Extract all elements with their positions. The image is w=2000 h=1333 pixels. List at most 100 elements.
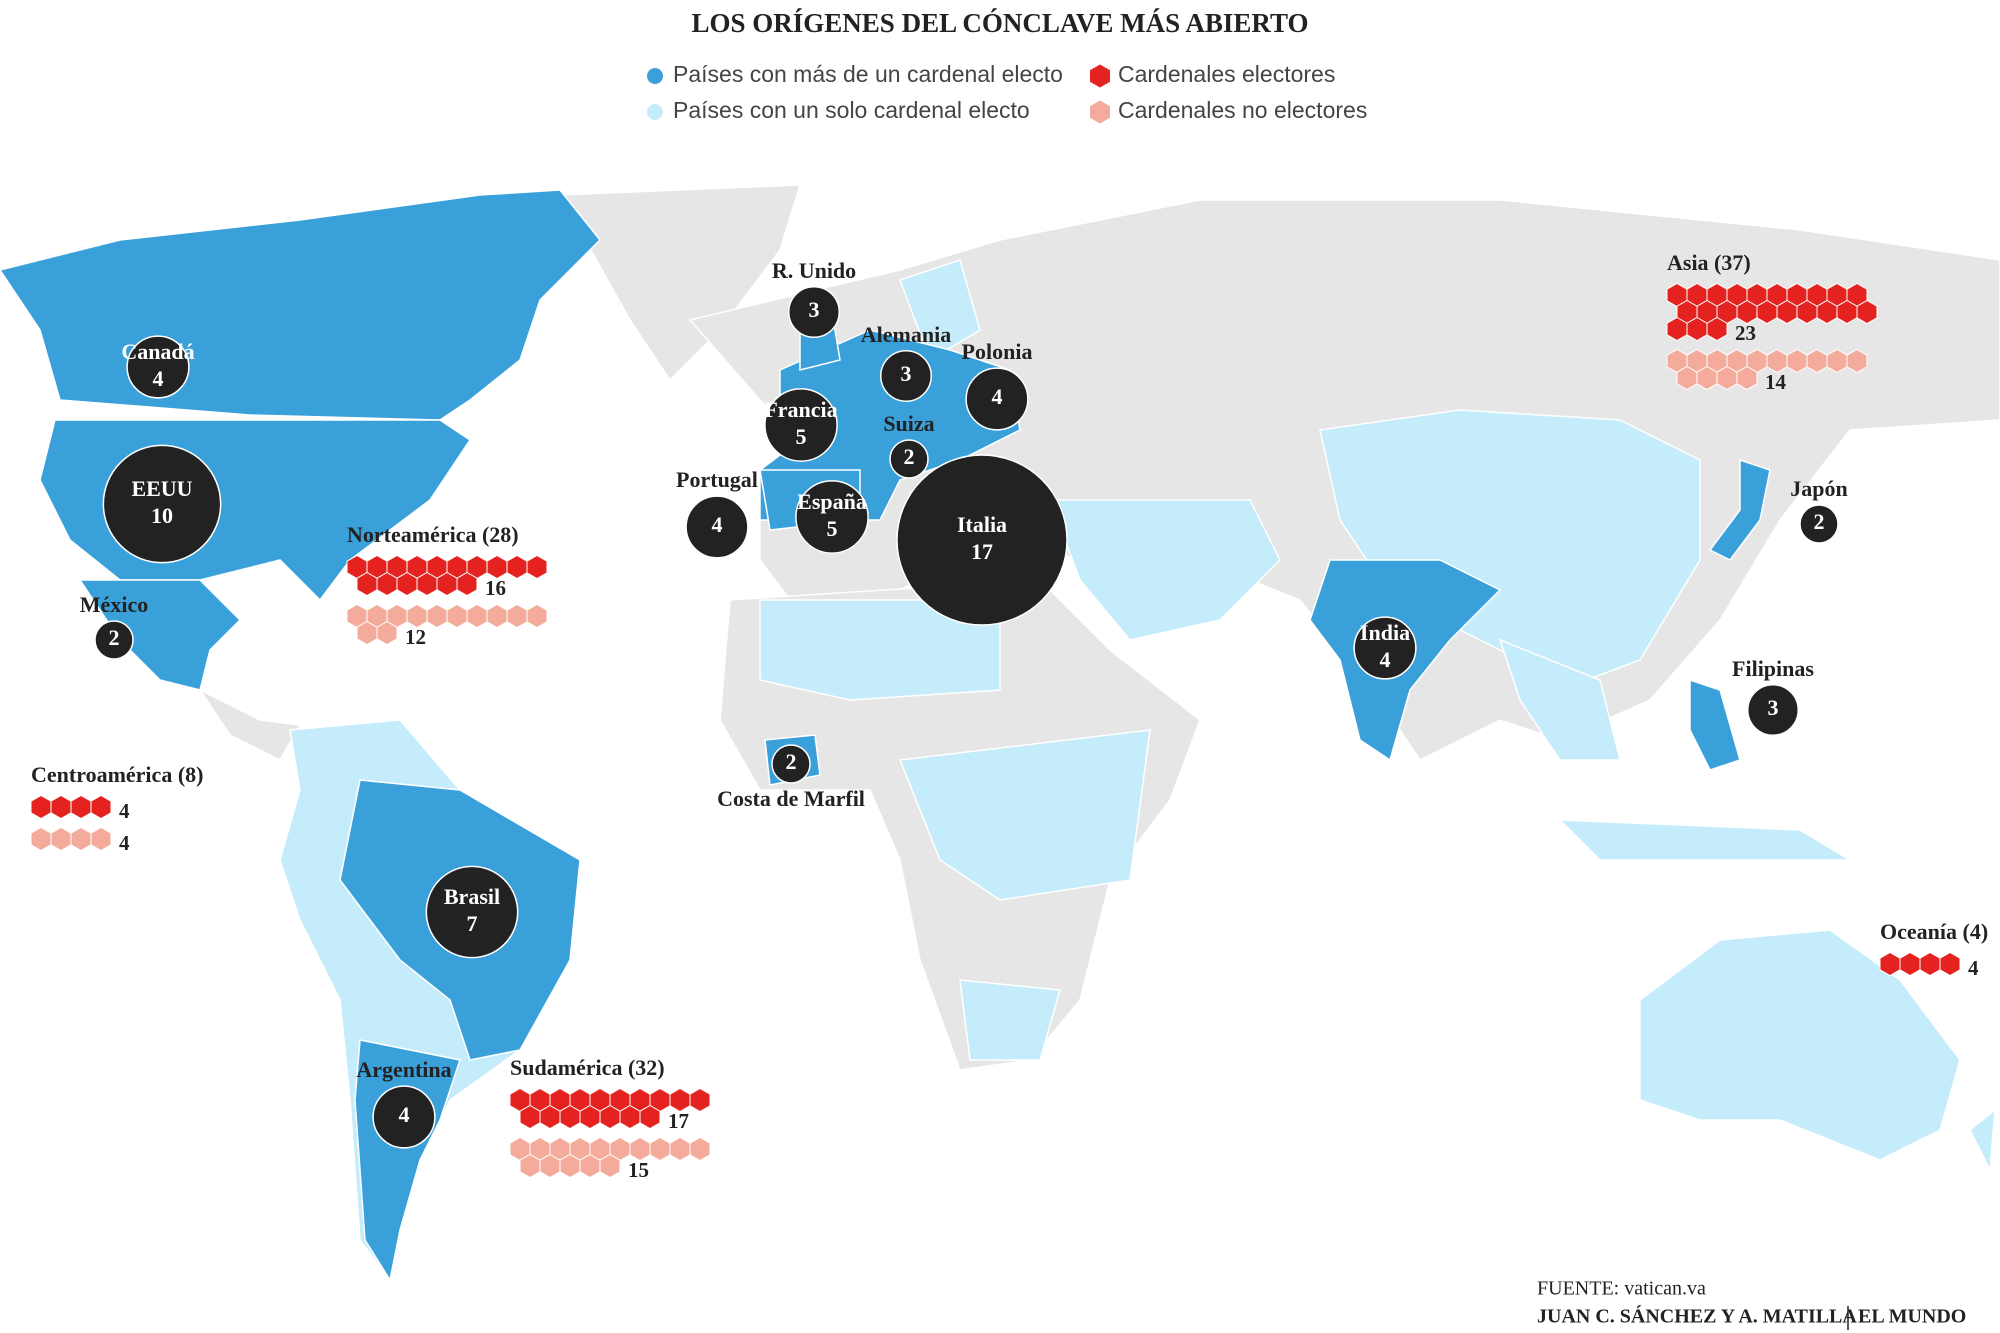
hexagon — [356, 571, 378, 597]
electores-block-count: 23 — [1735, 321, 1756, 345]
hexagon — [1676, 365, 1698, 391]
electores-block — [30, 794, 112, 820]
legend-swatch — [647, 68, 663, 84]
hexagon — [1776, 299, 1798, 325]
world-map — [0, 184, 2000, 1282]
hexagon — [1686, 316, 1708, 342]
country-name: Suiza — [883, 411, 934, 436]
new-zealand — [1969, 1108, 1996, 1173]
hexagon — [70, 826, 92, 852]
country-value: 2 — [109, 625, 120, 650]
central-africa — [898, 729, 1151, 901]
hexagon — [466, 603, 488, 629]
hexagon — [1836, 299, 1858, 325]
middle-east — [1048, 499, 1281, 641]
hexagon — [1826, 348, 1848, 374]
philippines — [1689, 678, 1741, 771]
country-circle — [1799, 504, 1839, 544]
no-electores-block-count: 12 — [405, 625, 426, 649]
country-value: 3 — [809, 297, 820, 322]
hexagon — [506, 603, 528, 629]
region-label: Asia (37) — [1667, 250, 1751, 275]
country-name: Argentina — [356, 1057, 451, 1082]
hexagon — [1786, 348, 1808, 374]
hexagon — [1706, 316, 1728, 342]
hexagon — [1846, 348, 1868, 374]
hexagon — [1856, 299, 1878, 325]
country-name: Costa de Marfil — [717, 786, 865, 811]
hexagon — [1879, 951, 1901, 977]
country-name: R. Unido — [772, 258, 856, 283]
country-name: Polonia — [962, 339, 1033, 364]
country-value: 4 — [712, 512, 723, 537]
country-circle — [896, 454, 1068, 626]
hexagon — [436, 571, 458, 597]
hexagon — [599, 1153, 621, 1179]
no-electores-block-count: 15 — [628, 1158, 649, 1182]
country-value: 4 — [399, 1102, 410, 1127]
country-value: 4 — [1380, 647, 1391, 672]
country-value: 4 — [992, 384, 1003, 409]
hexagon — [376, 620, 398, 646]
country-value: 10 — [151, 503, 173, 528]
hexagon — [446, 603, 468, 629]
electores-block — [346, 554, 548, 597]
hexagon — [519, 1104, 541, 1130]
hexagon — [579, 1153, 601, 1179]
hexagon — [599, 1104, 621, 1130]
country-name: Canadá — [121, 339, 194, 364]
hexagon — [396, 571, 418, 597]
hexagon — [1696, 365, 1718, 391]
electores-block-count: 16 — [485, 576, 506, 600]
hexagon — [1816, 299, 1838, 325]
hexagon — [526, 554, 548, 580]
hexagon — [356, 620, 378, 646]
hexagon — [689, 1136, 711, 1162]
electores-block-count: 17 — [668, 1109, 689, 1133]
hexagon — [559, 1104, 581, 1130]
country-value: 5 — [827, 516, 838, 541]
country-circle — [795, 480, 869, 554]
southern-africa — [959, 979, 1061, 1061]
country-circle — [126, 335, 190, 399]
region-label: Oceanía (4) — [1880, 919, 1988, 944]
hexagon — [669, 1136, 691, 1162]
hexagon — [376, 571, 398, 597]
country-circle — [1353, 616, 1417, 680]
hexagon — [526, 603, 548, 629]
credits: JUAN C. SÁNCHEZ Y A. MATILLA — [1537, 1305, 1857, 1328]
country-value: 4 — [153, 366, 164, 391]
hexagon — [1796, 299, 1818, 325]
country-circle — [889, 439, 929, 479]
country-value: 17 — [971, 539, 993, 564]
country-circle — [965, 367, 1029, 431]
hexagon — [1666, 316, 1688, 342]
no-electores-block — [30, 826, 112, 852]
hexagon — [1939, 951, 1961, 977]
legend-label: Cardenales electores — [1118, 61, 1335, 87]
australia — [1639, 929, 1961, 1161]
country-value: 2 — [904, 444, 915, 469]
legend-swatch — [647, 104, 663, 120]
electores-block — [1666, 282, 1878, 342]
hexagon — [1736, 365, 1758, 391]
country-name: Japón — [1790, 476, 1847, 501]
country-name: México — [80, 592, 148, 617]
country-circle — [771, 744, 811, 784]
country-circle — [1747, 684, 1799, 736]
scandinavia — [899, 259, 981, 362]
hexagon — [539, 1104, 561, 1130]
electores-block — [509, 1087, 711, 1130]
country-name: Filipinas — [1732, 656, 1814, 681]
no-electores-block — [1666, 348, 1868, 391]
country-name: Francia — [764, 397, 837, 422]
country-name: Brasil — [444, 884, 500, 909]
country-name: Portugal — [676, 467, 758, 492]
legend-label: Países con un solo cardenal electo — [673, 97, 1030, 123]
country-circle — [425, 865, 519, 959]
country-circle — [788, 286, 840, 338]
country-name: EEUU — [131, 476, 192, 501]
no-electores-block — [509, 1136, 711, 1179]
legend-swatch — [1090, 64, 1110, 88]
